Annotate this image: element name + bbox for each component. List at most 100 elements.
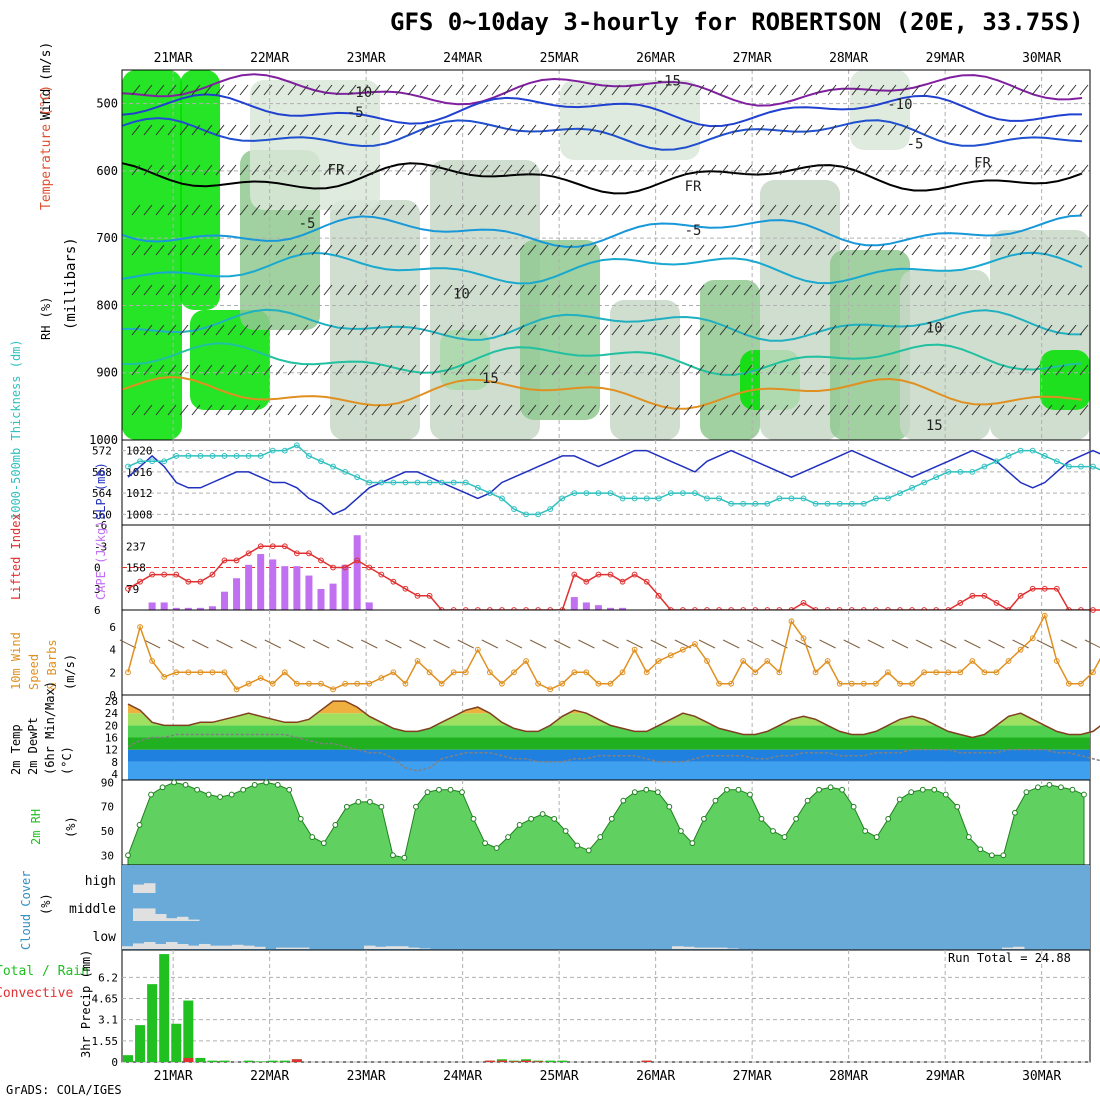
wind-barb [395, 164, 405, 176]
wind-barb [143, 164, 153, 176]
wind-barb [887, 84, 897, 96]
wind-barb [143, 324, 153, 336]
wind-barb [419, 404, 429, 416]
wind-barb [863, 244, 873, 256]
wind-barb [203, 244, 213, 256]
wind-speed-line-point [450, 669, 457, 676]
wind-speed-line-point [933, 669, 940, 676]
rh-point [931, 786, 938, 793]
cloud-clear-bar [188, 919, 200, 921]
wind-barb [167, 164, 177, 176]
wind-barb [215, 244, 225, 256]
rh-point [1058, 784, 1064, 791]
wind-barb [1043, 404, 1053, 416]
precip-total-bar [267, 1060, 278, 1062]
wind-speed-line-point [499, 680, 505, 687]
wind-barb [815, 84, 825, 96]
rh-point [770, 828, 776, 834]
wind-barb [563, 164, 573, 176]
wind-barb [443, 84, 453, 96]
wind-barb [887, 164, 897, 176]
isotherm-line [121, 375, 1083, 410]
wind-barb [731, 284, 741, 296]
wind-barb [995, 84, 1005, 96]
wind-barb [707, 324, 717, 336]
wind-barb [923, 84, 933, 96]
wind-barb [635, 84, 645, 96]
y-tick-label: 12 [105, 744, 118, 757]
lifted-index-line-point [571, 571, 578, 578]
thickness-line-point [511, 506, 517, 512]
wind-barb [385, 639, 402, 649]
wind-barb [167, 204, 177, 216]
wind-barb [143, 84, 153, 96]
wind-barb [179, 244, 189, 256]
wind-speed-line-point [1090, 669, 1096, 676]
wind-speed-line-point [716, 680, 722, 687]
thickness-line-point [655, 495, 662, 502]
thickness-line-point [848, 500, 855, 507]
wind-barb [203, 124, 213, 136]
wind-barb [851, 324, 861, 336]
thickness-line-point [281, 447, 288, 454]
wind-speed-line-point [752, 669, 759, 676]
lifted-index-line [127, 545, 1100, 611]
x-tick-label-top: 22MAR [250, 51, 289, 66]
precip-total-bar [545, 1060, 556, 1062]
wind-barb [983, 364, 993, 376]
wind-barb [455, 84, 465, 96]
wind-barb [263, 244, 273, 256]
wind-barb [743, 84, 753, 96]
wind-barb [755, 404, 765, 416]
wind-speed-line-point [1017, 646, 1024, 653]
lifted-index-line-point [981, 592, 988, 599]
wind-barb [995, 364, 1005, 376]
wind-barb [1079, 404, 1089, 416]
rh-shading [430, 160, 540, 440]
wind-speed-line-point [583, 669, 590, 676]
wind-barb [719, 84, 729, 96]
wind-barb [971, 324, 981, 336]
wind-barb [1055, 84, 1065, 96]
wind-barb [287, 404, 297, 416]
cape-bar [245, 564, 253, 610]
lifted-index-line-point [209, 571, 216, 578]
wind-barb [891, 639, 909, 649]
wind-speed-line-point [631, 646, 638, 653]
isotherm-label: -5 [907, 137, 924, 153]
wind-barb [1007, 404, 1017, 416]
wind-barb [719, 124, 729, 136]
wind-barb [299, 324, 309, 336]
thickness-line-point [872, 495, 879, 502]
wind-barb [179, 124, 189, 136]
wind-barb [323, 404, 333, 416]
rh-point [1046, 781, 1053, 788]
wind-barb [647, 284, 657, 296]
x-tick-label-bottom: 29MAR [926, 1069, 965, 1084]
wind-barb [215, 204, 225, 216]
wind-barb [191, 284, 201, 296]
isotherm-label: -15 [656, 73, 681, 89]
lifted-index-line-point [969, 592, 976, 599]
wind-barb [755, 124, 765, 136]
wind-barb [743, 204, 753, 216]
thickness-line-point [426, 479, 433, 486]
wind-speed-line-point [330, 686, 336, 693]
wind-barb [815, 404, 825, 416]
wind-barb [419, 244, 429, 256]
wind-barb [587, 124, 597, 136]
y-tick-label-right: 1008 [126, 508, 153, 521]
wind-barb [863, 284, 873, 296]
wind-speed-line-point [269, 680, 276, 687]
rh-point [286, 786, 293, 793]
wind-barb [971, 164, 981, 176]
wind-barb [505, 639, 523, 649]
thickness-line-point [571, 490, 578, 497]
wind-barb [707, 284, 717, 296]
wind-barb [899, 124, 909, 136]
wind-barb [131, 204, 141, 216]
cape-bar [160, 602, 168, 610]
wind-barb [455, 164, 465, 176]
thickness-line-point [824, 500, 831, 507]
wind-barb [443, 324, 453, 336]
